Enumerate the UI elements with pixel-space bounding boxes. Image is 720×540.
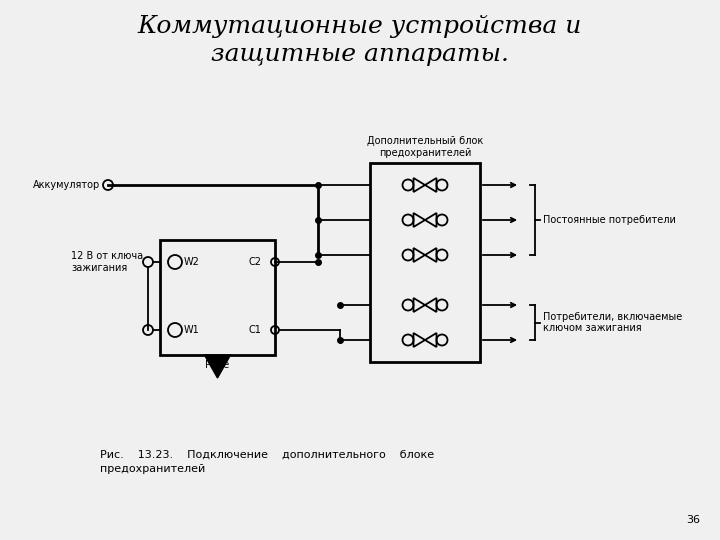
Polygon shape bbox=[204, 355, 230, 378]
Text: 12 В от ключа
зажигания: 12 В от ключа зажигания bbox=[71, 251, 143, 273]
Text: Потребители, включаемые
ключом зажигания: Потребители, включаемые ключом зажигания bbox=[543, 312, 683, 333]
Text: Реле: Реле bbox=[205, 360, 230, 370]
Text: 36: 36 bbox=[686, 515, 700, 525]
Text: W1: W1 bbox=[184, 325, 199, 335]
Text: Коммутационные устройства и: Коммутационные устройства и bbox=[138, 15, 582, 38]
Text: предохранителей: предохранителей bbox=[100, 464, 205, 474]
Text: Постоянные потребители: Постоянные потребители bbox=[543, 215, 676, 225]
Text: C1: C1 bbox=[248, 325, 261, 335]
Text: Рис.    13.23.    Подключение    дополнительного    блоке: Рис. 13.23. Подключение дополнительного … bbox=[100, 450, 434, 460]
Text: C2: C2 bbox=[248, 257, 261, 267]
Text: защитные аппараты.: защитные аппараты. bbox=[211, 43, 509, 66]
Bar bbox=[160, 240, 275, 355]
Text: W2: W2 bbox=[184, 257, 200, 267]
Text: Дополнительный блок
предохранителей: Дополнительный блок предохранителей bbox=[367, 137, 483, 158]
Text: Аккумулятор: Аккумулятор bbox=[32, 180, 100, 190]
Bar bbox=[370, 163, 480, 362]
